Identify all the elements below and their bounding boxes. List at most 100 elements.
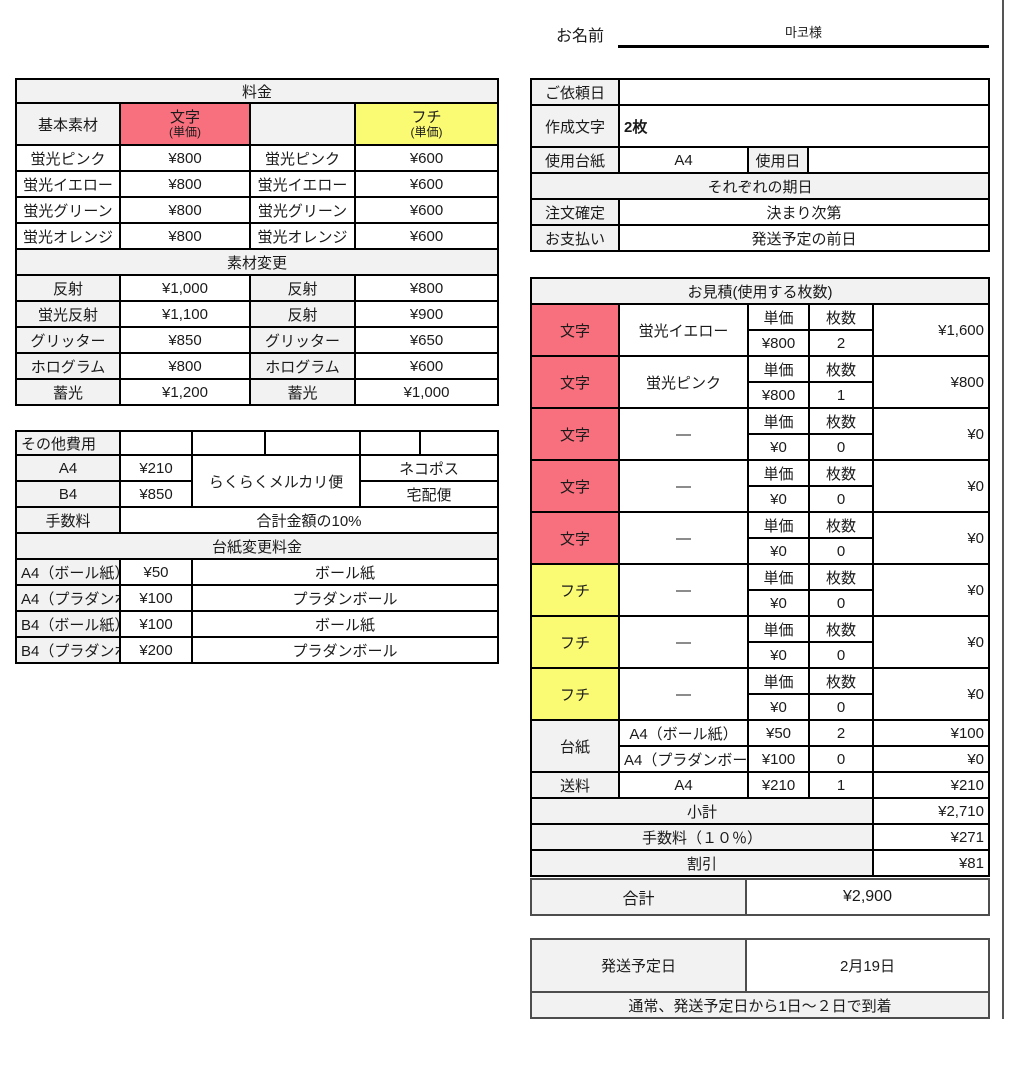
mount-price: ¥50 [119,558,193,586]
unit-price-header: 単価 [747,303,810,331]
item-material: — [618,667,749,721]
fuchi-material-name: 蛍光ピンク [249,144,356,172]
moji-header-sub: (単価) [169,125,201,139]
moji-material-price: ¥800 [119,170,251,198]
shipping-unit-price: ¥210 [747,771,810,799]
estimate-item-row: フチ — 単価 枚数 ¥0 [530,615,990,669]
mount-size-label: A4（ボール紙） [15,558,121,586]
item-unit-price: ¥0 [747,485,810,513]
item-type: 文字 [530,303,620,357]
item-material: — [618,563,749,617]
shipping-material: A4 [618,771,749,799]
unit-price-header: 単価 [747,511,810,539]
fuchi-header-label: フチ [411,109,442,126]
discount-label: 割引 [530,849,874,877]
fuchi-material-name: 反射 [249,274,356,302]
estimate-item-row: フチ — 単価 枚数 ¥0 [530,667,990,721]
mount-use-row: 使用台紙 A4 使用日 [530,146,991,174]
qty-header: 枚数 [808,355,874,383]
fuchi-material-price: ¥650 [353,326,500,354]
item-qty: 0 [808,537,874,565]
mount-price-row: A4（プラダンボール ¥100 プラダンボール [15,584,499,612]
moji-material-price: ¥1,200 [119,378,251,406]
mount-material: A4（ボール紙） [618,719,749,747]
qty-header: 枚数 [808,615,874,643]
fee-total-amount: ¥271 [872,823,990,851]
qty-header: 枚数 [808,511,874,539]
moji-material-name: 蛍光グリーン [15,196,121,224]
material-change-title: 素材変更 [14,248,500,276]
fuchi-material-name: ホログラム [249,352,356,380]
item-unit-price: ¥0 [747,693,810,721]
item-qty: 0 [808,641,874,669]
item-amount: ¥0 [872,407,990,461]
mount-material-name: ボール紙 [191,558,499,586]
item-material: — [618,615,749,669]
estimate-table: お見積(使用する枚数) 文字 蛍光イエロー 単価 枚数 ¥1,600 ¥800 … [530,277,990,877]
request-date-value [617,78,991,106]
subtotal-label: 小計 [530,797,874,825]
order-info-table: ご依頼日 作成文字 2枚 使用台紙 A4 使用日 それぞれの期日 注文確定 決ま… [529,78,991,252]
moji-unit-price-header: 文字 (単価) [119,102,251,146]
moji-material-name: 蛍光オレンジ [15,222,121,250]
empty-header-cell [249,102,356,146]
size-price: ¥850 [119,480,193,508]
other-costs-title: その他費用 [15,430,121,456]
shipping-date-value: 2月19日 [745,938,990,993]
mount-value: A4 [618,146,749,174]
mount-amount: ¥0 [872,745,990,773]
mount-material: A4（プラダンボール） [618,745,749,773]
item-qty: 2 [808,329,874,357]
fuchi-material-price: ¥600 [353,170,500,198]
mount-unit-price: ¥50 [747,719,810,747]
item-unit-price: ¥0 [747,641,810,669]
unit-price-header: 単価 [747,407,810,435]
moji-header-label: 文字 [169,109,200,126]
shipping-price-row: A4 ¥210 らくらくメルカリ便 ネコポス [15,454,499,508]
qty-header: 枚数 [808,407,874,435]
moji-material-name: 蛍光イエロー [15,170,121,198]
mount-qty: 2 [808,719,874,747]
unit-price-header: 単価 [747,563,810,591]
item-unit-price: ¥0 [747,433,810,461]
size-label: B4 [15,480,121,508]
use-date-value [806,146,991,174]
grand-total-block: 合計 ¥2,900 [530,878,990,916]
takuhai-label: 宅配便 [359,480,499,508]
item-amount: ¥0 [872,615,990,669]
price-table-title: 料金 [14,78,500,104]
mount-price-row: B4（ボール紙） ¥100 ボール紙 [15,610,499,638]
mercari-service-label: らくらくメルカリ便 [191,454,361,508]
moji-material-price: ¥1,100 [119,300,251,328]
fuchi-material-name: 蛍光イエロー [249,170,356,198]
price-row: 蛍光グリーン ¥800 蛍光グリーン ¥600 [15,196,500,224]
mount-label: 使用台紙 [530,146,620,174]
base-material-header: 基本素材 [15,102,121,146]
item-type: 文字 [530,511,620,565]
item-type: 文字 [530,459,620,513]
moji-material-price: ¥800 [119,352,251,380]
grand-total-label: 合計 [530,878,747,916]
moji-material-name: グリッター [15,326,121,354]
item-type: 文字 [530,407,620,461]
empty-cell [359,430,421,456]
item-unit-price: ¥0 [747,537,810,565]
item-amount: ¥800 [872,355,990,409]
mount-price-row: B4（プラダンボール ¥200 プラダンボール [15,636,499,664]
estimate-mount-row: 台紙 A4（ボール紙） ¥50 2 ¥100 [530,719,990,773]
moji-material-price: ¥800 [119,196,251,224]
discount-row: 割引 ¥81 [530,849,990,877]
moji-material-price: ¥800 [119,222,251,250]
item-qty: 0 [808,693,874,721]
item-amount: ¥0 [872,563,990,617]
estimate-item-row: 文字 蛍光ピンク 単価 枚数 ¥800 [530,355,990,409]
estimate-title: お見積(使用する枚数) [530,277,990,305]
mount-amount: ¥100 [872,719,990,747]
price-row: 蛍光イエロー ¥800 蛍光イエロー ¥600 [15,170,500,198]
empty-cell [191,430,266,456]
chars-value: 2枚 [617,104,991,148]
nekopos-label: ネコポス [359,454,499,482]
material-change-row: 蛍光反射 ¥1,100 反射 ¥900 [15,300,500,328]
item-material: — [618,407,749,461]
